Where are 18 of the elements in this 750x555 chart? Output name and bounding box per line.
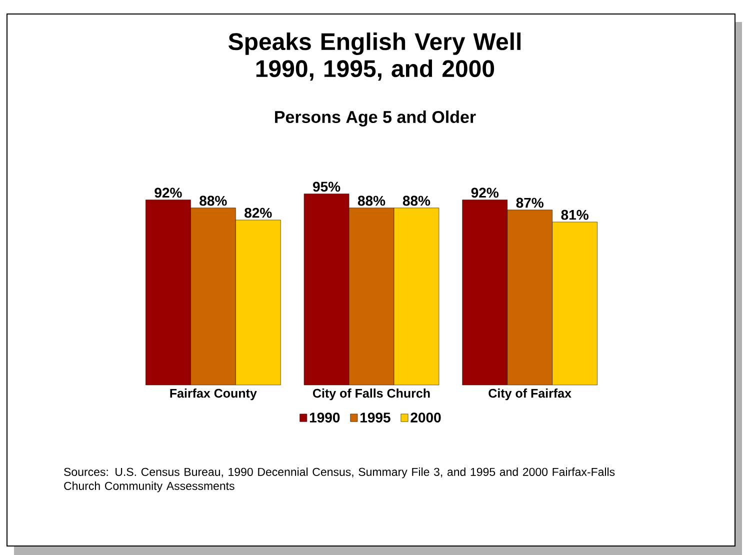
data-label: 81% [561,210,588,220]
data-label: 92% [154,188,182,198]
legend-label: 2000 [410,412,441,423]
chart-subtitle: Persons Age 5 and Older [275,110,476,126]
data-label: 82% [244,208,272,218]
data-label: 88% [402,196,430,206]
x-tick-label: Fairfax County [170,388,257,400]
x-tick-label: City of Fairfax [488,388,572,400]
chart-title: Speaks English Very Well 1990, 1995, and 2000 [228,32,520,81]
data-label: 87% [516,198,544,208]
data-label: 95% [313,182,340,192]
legend-label: 1995 [360,412,390,423]
data-label: 92% [471,188,499,198]
data-label: 88% [358,196,386,206]
source-note: Sources: U.S. Census Bureau, 1990 Decennial Census, Summary File 3, and 1995 and 2000 Fairfax-Falls Church Community Assessments [64,468,615,492]
data-label: 88% [200,196,227,206]
x-tick-label: City of Falls Church [312,388,430,400]
legend-label: 1990 [310,412,340,423]
